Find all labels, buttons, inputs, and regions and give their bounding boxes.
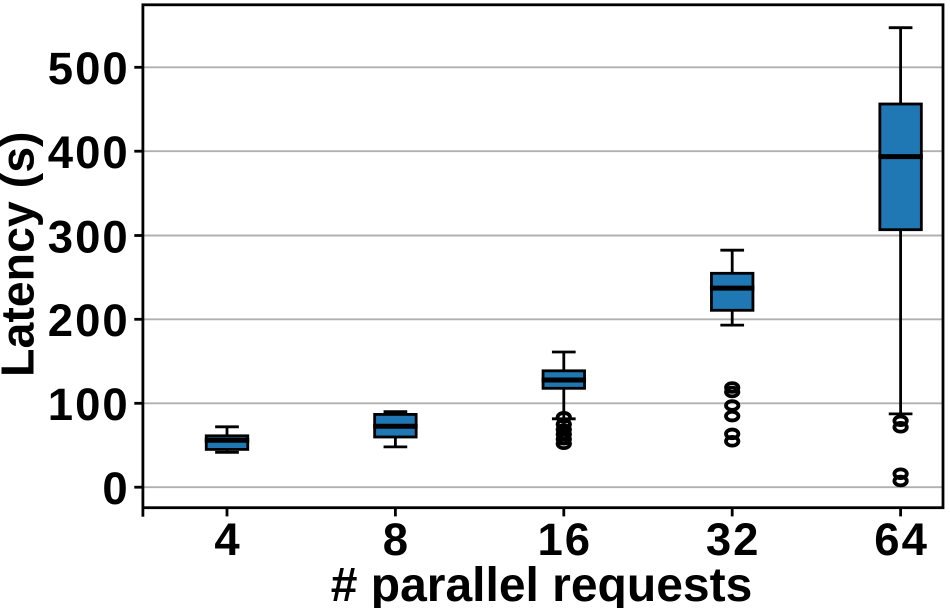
svg-text:4: 4 bbox=[214, 514, 241, 565]
svg-text:500: 500 bbox=[48, 43, 130, 94]
svg-text:8: 8 bbox=[383, 514, 410, 565]
svg-text:300: 300 bbox=[48, 211, 130, 262]
svg-text:16: 16 bbox=[537, 514, 592, 565]
svg-text:32: 32 bbox=[706, 514, 761, 565]
svg-text:Latency (s): Latency (s) bbox=[0, 131, 43, 377]
svg-text:400: 400 bbox=[48, 127, 130, 178]
svg-text:200: 200 bbox=[48, 295, 130, 346]
svg-text:# parallel requests: # parallel requests bbox=[331, 559, 753, 608]
svg-text:64: 64 bbox=[874, 514, 929, 565]
svg-text:0: 0 bbox=[102, 463, 129, 514]
svg-text:100: 100 bbox=[48, 379, 130, 430]
